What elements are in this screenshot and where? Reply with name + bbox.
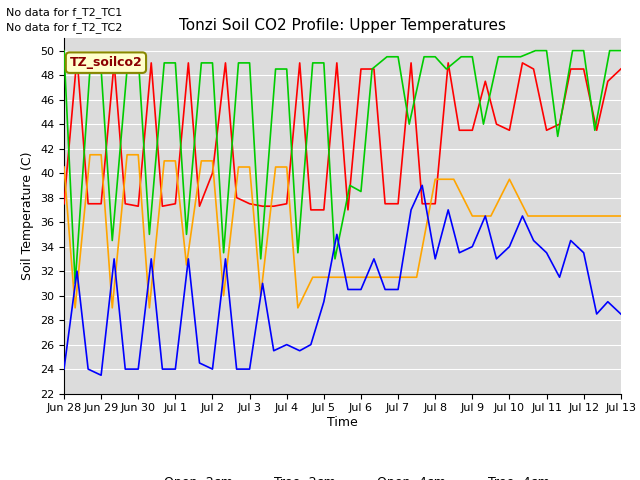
Legend: Open -2cm, Tree -2cm, Open -4cm, Tree -4cm: Open -2cm, Tree -2cm, Open -4cm, Tree -4… [131,471,554,480]
Y-axis label: Soil Temperature (C): Soil Temperature (C) [22,152,35,280]
Text: No data for f_T2_TC1: No data for f_T2_TC1 [6,7,123,18]
X-axis label: Time: Time [327,416,358,429]
Text: TZ_soilco2: TZ_soilco2 [70,56,142,69]
Title: Tonzi Soil CO2 Profile: Upper Temperatures: Tonzi Soil CO2 Profile: Upper Temperatur… [179,18,506,33]
Text: No data for f_T2_TC2: No data for f_T2_TC2 [6,22,123,33]
